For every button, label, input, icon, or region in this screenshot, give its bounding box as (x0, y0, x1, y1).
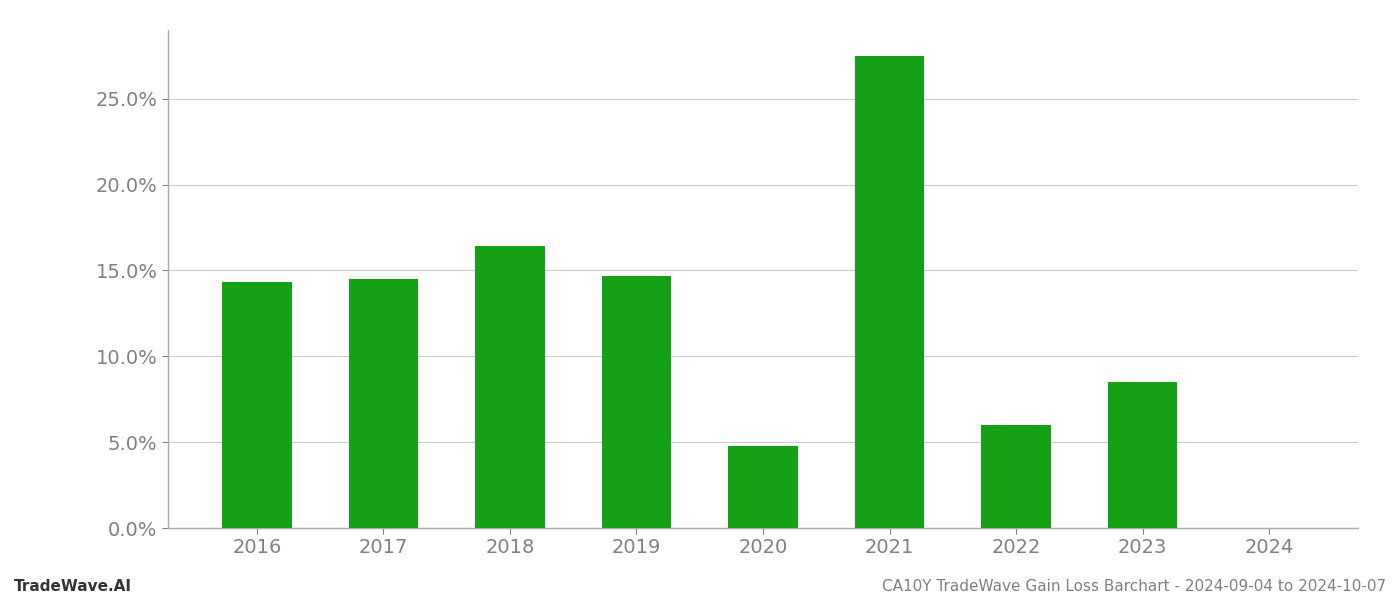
Bar (728, 446, 798, 528)
Bar (855, 56, 924, 528)
Text: TradeWave.AI: TradeWave.AI (14, 579, 132, 594)
Bar (1107, 382, 1177, 528)
Bar (475, 247, 545, 528)
Text: CA10Y TradeWave Gain Loss Barchart - 2024-09-04 to 2024-10-07: CA10Y TradeWave Gain Loss Barchart - 202… (882, 579, 1386, 594)
Bar (602, 275, 671, 528)
Bar (349, 279, 419, 528)
Bar (981, 425, 1051, 528)
Bar (223, 283, 291, 528)
